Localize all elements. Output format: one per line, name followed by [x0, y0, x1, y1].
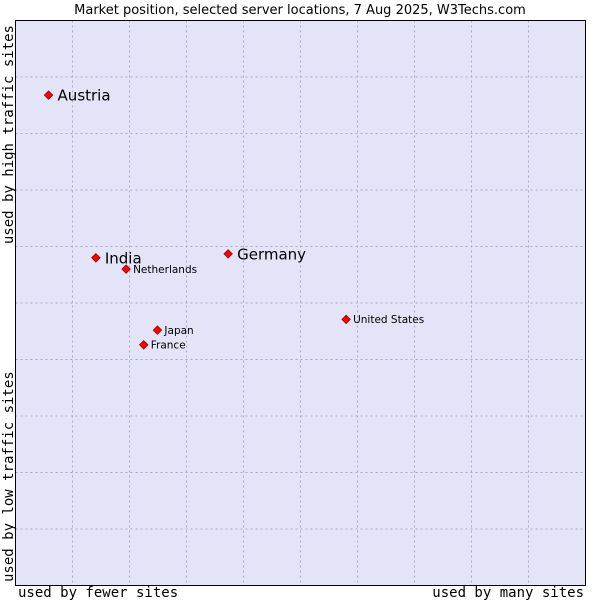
chart-title: Market position, selected server locatio… — [74, 3, 526, 18]
data-point-germany: Germany — [223, 245, 306, 263]
point-marker-united-states — [341, 314, 351, 325]
data-point-japan: Japan — [152, 325, 194, 337]
x-axis-label-low: used by fewer sites — [18, 585, 178, 600]
plot-frame — [15, 20, 586, 586]
point-label-united-states: United States — [353, 314, 424, 326]
data-point-france: France — [138, 340, 186, 352]
point-marker-japan — [152, 325, 163, 335]
data-point-india: India — [91, 249, 142, 267]
point-marker-netherlands — [121, 264, 131, 274]
point-label-netherlands: Netherlands — [133, 264, 197, 276]
y-axis-label-low: used by low traffic sites — [1, 371, 17, 582]
data-point-netherlands: Netherlands — [121, 264, 197, 276]
point-marker-india — [91, 253, 101, 263]
grid-lines — [15, 20, 586, 586]
x-axis-label-high: used by many sites — [432, 585, 584, 600]
point-label-austria: Austria — [58, 87, 111, 105]
y-axis-label-high: used by high traffic sites — [1, 25, 17, 244]
point-marker-france — [138, 340, 149, 350]
point-marker-germany — [223, 249, 233, 259]
point-label-france: France — [151, 340, 186, 352]
point-label-india: India — [105, 249, 142, 267]
point-label-germany: Germany — [237, 245, 306, 263]
point-marker-austria — [43, 90, 54, 100]
data-point-austria: Austria — [43, 87, 111, 105]
point-label-japan: Japan — [163, 325, 193, 337]
data-point-united-states: United States — [341, 314, 424, 326]
